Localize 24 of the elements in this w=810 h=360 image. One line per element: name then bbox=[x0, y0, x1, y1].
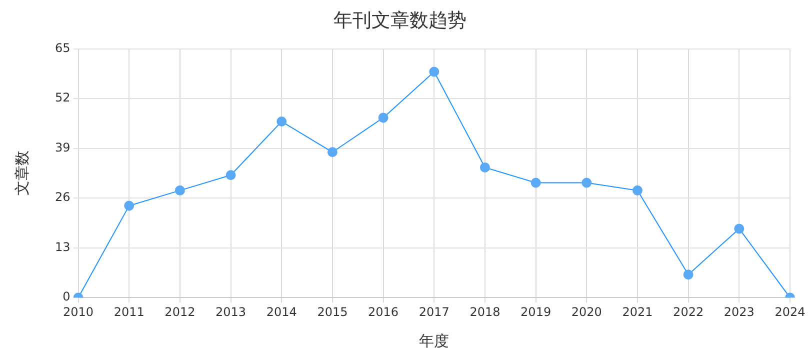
y-axis-title: 文章数 bbox=[12, 150, 31, 196]
x-tick-label: 2017 bbox=[418, 304, 450, 319]
y-tick-label: 39 bbox=[54, 140, 70, 154]
x-tick-label: 2018 bbox=[470, 304, 500, 319]
x-tick-label: 2022 bbox=[673, 304, 704, 319]
y-tick-label: 52 bbox=[54, 90, 70, 105]
y-tick-label: 26 bbox=[54, 190, 70, 204]
x-axis-title: 年度 bbox=[419, 332, 450, 350]
chart-title: 年刊文章数趋势 bbox=[334, 9, 466, 32]
x-tick-label: 2012 bbox=[164, 304, 196, 319]
x-tick-label: 2019 bbox=[520, 304, 552, 319]
x-tick-label: 2021 bbox=[622, 304, 653, 319]
x-tick-label: 2016 bbox=[368, 304, 399, 319]
x-tick-label: 2010 bbox=[62, 304, 94, 319]
x-tick-label: 2020 bbox=[571, 304, 602, 319]
x-tick-label: 2014 bbox=[266, 304, 297, 319]
x-tick-label: 2013 bbox=[216, 304, 246, 319]
x-tick-label: 2024 bbox=[774, 304, 806, 319]
y-tick-label: 0 bbox=[62, 290, 70, 304]
x-tick-label: 2015 bbox=[317, 304, 348, 319]
x-tick-label: 2011 bbox=[114, 304, 144, 319]
y-tick-label: 13 bbox=[54, 240, 70, 254]
y-tick-label: 65 bbox=[54, 40, 70, 55]
x-tick-label: 2023 bbox=[724, 304, 754, 319]
